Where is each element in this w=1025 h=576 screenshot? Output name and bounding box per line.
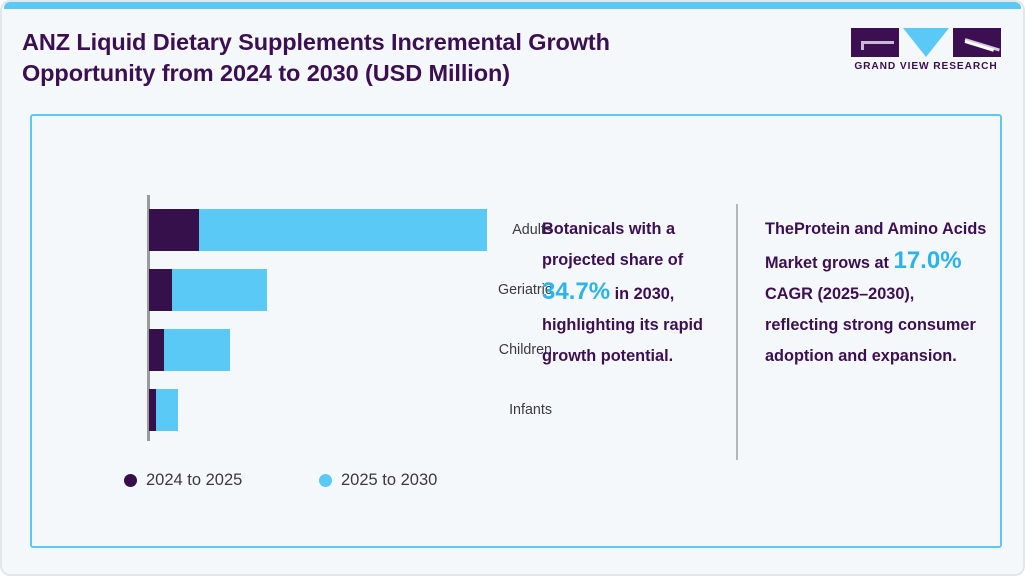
grand-view-research-logo: GRAND VIEW RESEARCH <box>851 28 1001 76</box>
legend-item-2024-2025[interactable]: 2024 to 2025 <box>124 471 242 490</box>
insight-note-1-part-1: Botanicals with a projected share of <box>542 220 684 269</box>
bar-segment-2024-2025[interactable] <box>149 329 164 371</box>
logo-wordmark: GRAND VIEW RESEARCH <box>854 61 998 72</box>
insight-note-2-part-2: CAGR (2025–2030), reflecting strong cons… <box>765 285 976 365</box>
logo-g-horizontal-bar <box>861 41 894 44</box>
page-title-line-2: Opportunity from 2024 to 2030 (USD Milli… <box>22 60 510 86</box>
insight-note-2-part-1: TheProtein and Amino Acids Market grows … <box>765 220 987 272</box>
logo-g-block-icon <box>851 28 899 57</box>
logo-g-vertical-bar <box>861 41 864 50</box>
legend-label: 2024 to 2025 <box>146 471 243 489</box>
legend-dot-icon <box>124 474 137 487</box>
page-title-line-1: ANZ Liquid Dietary Supplements Increment… <box>22 29 610 55</box>
bar-segment-2024-2025[interactable] <box>149 269 172 311</box>
bar-segment-2024-2025[interactable] <box>149 389 156 431</box>
bar-segment-2024-2025[interactable] <box>149 209 199 251</box>
bar-chart: Adults Geriatric Children Infants <box>32 116 552 550</box>
bar-segment-2025-2030[interactable] <box>199 209 487 251</box>
chart-y-axis <box>147 195 150 441</box>
insight-note-protein-amino-acids: TheProtein and Amino Acids Market grows … <box>765 214 987 372</box>
logo-r-block-icon <box>953 28 1001 57</box>
bar-segment-2025-2030[interactable] <box>164 329 230 371</box>
category-label-children: Children <box>498 342 552 358</box>
top-accent-bar <box>4 2 1021 9</box>
content-panel: Adults Geriatric Children Infants <box>30 114 1002 548</box>
page-title: ANZ Liquid Dietary Supplements Increment… <box>22 27 782 89</box>
bar-segment-2025-2030[interactable] <box>156 389 178 431</box>
vertical-divider <box>736 204 738 460</box>
logo-marks <box>851 28 1001 58</box>
legend-label: 2025 to 2030 <box>341 471 438 489</box>
category-label-infants: Infants <box>509 402 552 418</box>
insight-note-1-highlight: 34.7% <box>542 278 611 305</box>
insight-note-botanicals: Botanicals with a projected share of 34.… <box>542 214 722 372</box>
legend-dot-icon <box>319 474 332 487</box>
bar-segment-2025-2030[interactable] <box>172 269 267 311</box>
legend-item-2025-2030[interactable]: 2025 to 2030 <box>319 471 437 490</box>
category-label-geriatric: Geriatric <box>497 282 552 298</box>
insight-note-2-highlight: 17.0% <box>893 247 962 274</box>
category-label-adults: Adults <box>512 222 552 238</box>
logo-v-triangle-icon <box>903 28 949 57</box>
insight-note-1-part-2: in 2030, highlighting its rapid growth p… <box>542 285 703 365</box>
